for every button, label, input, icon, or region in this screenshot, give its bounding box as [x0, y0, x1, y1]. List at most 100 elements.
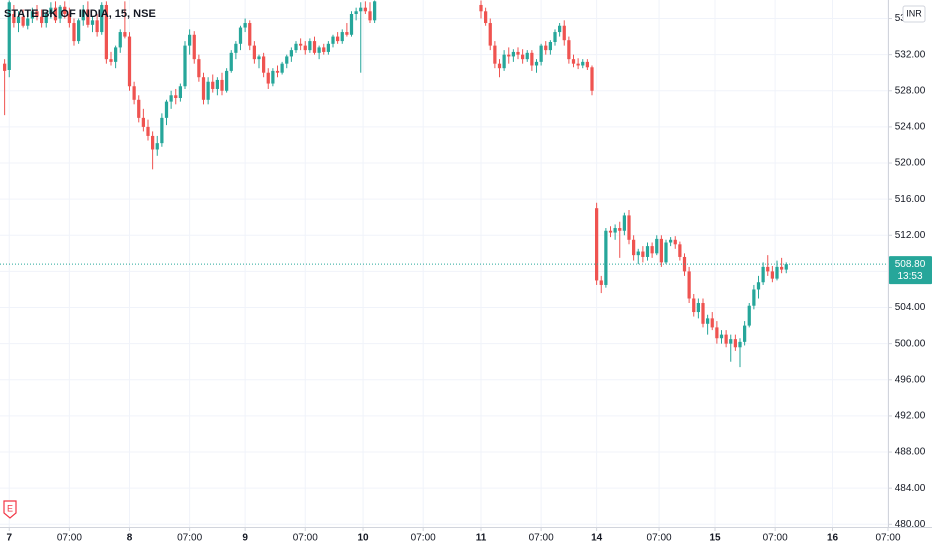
- candle-body: [618, 228, 622, 231]
- candle-body: [127, 36, 132, 87]
- candle-body: [146, 126, 150, 136]
- candle-body: [132, 86, 136, 100]
- countdown-label: 13:53: [897, 271, 922, 282]
- candle-body: [95, 20, 99, 33]
- candle-body: [488, 23, 492, 46]
- plot-layer: [0, 0, 888, 368]
- chart-title: STATE BK OF INDIA, 15, NSE: [4, 8, 156, 20]
- x-tick-label: 07:00: [57, 533, 82, 544]
- candle-body: [511, 51, 515, 57]
- candle-body: [571, 59, 576, 64]
- candle-body: [137, 99, 141, 118]
- candle-body: [169, 95, 173, 102]
- currency-label[interactable]: INR: [906, 8, 922, 18]
- candle-body: [322, 47, 326, 52]
- candle-body: [687, 271, 691, 299]
- y-tick-label: 524.00: [895, 122, 926, 133]
- candle-body: [581, 61, 585, 66]
- candle-body: [585, 61, 589, 68]
- x-tick-label: 16: [827, 533, 839, 544]
- candle-body: [234, 43, 238, 53]
- candle-body: [479, 4, 483, 12]
- event-icon[interactable]: [3, 500, 17, 519]
- x-tick-label: 07:00: [875, 533, 900, 544]
- candle-body: [613, 228, 617, 233]
- candle-body: [706, 318, 710, 324]
- candle-body: [294, 43, 298, 51]
- candle-body: [525, 52, 529, 60]
- candle-body: [303, 45, 307, 51]
- candle-body: [562, 25, 566, 41]
- y-tick-label: 512.00: [895, 230, 926, 241]
- candle-body: [252, 45, 256, 60]
- candle-body: [178, 86, 182, 98]
- candle-body: [484, 11, 488, 24]
- candle-body: [317, 47, 321, 53]
- candle-body: [109, 59, 113, 62]
- candle-body: [104, 4, 108, 60]
- candle-body: [354, 11, 358, 14]
- candle-body: [67, 13, 71, 24]
- x-tick-label: 07:00: [529, 533, 554, 544]
- candle-body: [192, 34, 196, 60]
- candle-body: [729, 339, 733, 344]
- candle-body: [766, 266, 770, 272]
- candle-body: [86, 9, 90, 25]
- candle-body: [747, 305, 751, 326]
- candle-body: [761, 266, 765, 283]
- candle-body: [206, 81, 210, 100]
- candle-body: [622, 215, 626, 231]
- candle-body: [669, 239, 673, 243]
- candle-body: [326, 43, 330, 52]
- x-tick-label: 07:00: [411, 533, 436, 544]
- candle-body: [715, 327, 719, 339]
- y-tick-label: 528.00: [895, 85, 926, 96]
- candle-body: [21, 16, 25, 26]
- x-tick-label: 07:00: [293, 533, 318, 544]
- candle-body: [659, 238, 663, 263]
- candle-body: [340, 32, 344, 42]
- candle-body: [349, 13, 354, 35]
- candle-body: [336, 36, 340, 42]
- candle-body: [645, 246, 650, 257]
- candle-body: [280, 63, 284, 73]
- candle-body: [345, 32, 349, 35]
- candle-body: [243, 23, 247, 28]
- candle-body: [58, 6, 62, 19]
- x-tick-label: 9: [242, 533, 248, 544]
- candle-body: [72, 23, 76, 42]
- candle-body: [49, 7, 53, 14]
- candle-body: [595, 208, 599, 281]
- candle-body: [16, 16, 21, 24]
- x-tick-label: 07:00: [763, 533, 788, 544]
- y-tick-label: 516.00: [895, 194, 926, 205]
- candle-body: [678, 244, 682, 257]
- candle-body: [225, 70, 229, 91]
- candle-body: [738, 341, 742, 348]
- candle-body: [558, 25, 562, 33]
- candle-body: [35, 11, 39, 17]
- candle-body: [63, 6, 67, 14]
- y-tick-label: 492.00: [895, 411, 926, 422]
- candle-body: [567, 40, 571, 60]
- candle-body: [530, 52, 534, 66]
- candle-body: [608, 230, 613, 233]
- candle-body: [701, 303, 705, 324]
- candle-body: [188, 34, 192, 46]
- candle-body: [12, 13, 16, 24]
- last-price-label: 508.80: [895, 259, 926, 270]
- candle-body: [544, 45, 548, 51]
- last-price-box: [889, 256, 932, 285]
- candle-body: [266, 72, 270, 84]
- y-tick-label: 480.00: [895, 519, 926, 530]
- candle-body: [151, 135, 155, 150]
- currency-box[interactable]: [902, 5, 926, 23]
- candle-body: [548, 41, 552, 51]
- candle-body: [599, 280, 603, 285]
- candle-body: [752, 289, 756, 306]
- candle-body: [756, 282, 761, 290]
- x-tick-label: 07:00: [647, 533, 672, 544]
- event-marker-label[interactable]: E: [7, 503, 13, 513]
- candle-body: [784, 264, 788, 270]
